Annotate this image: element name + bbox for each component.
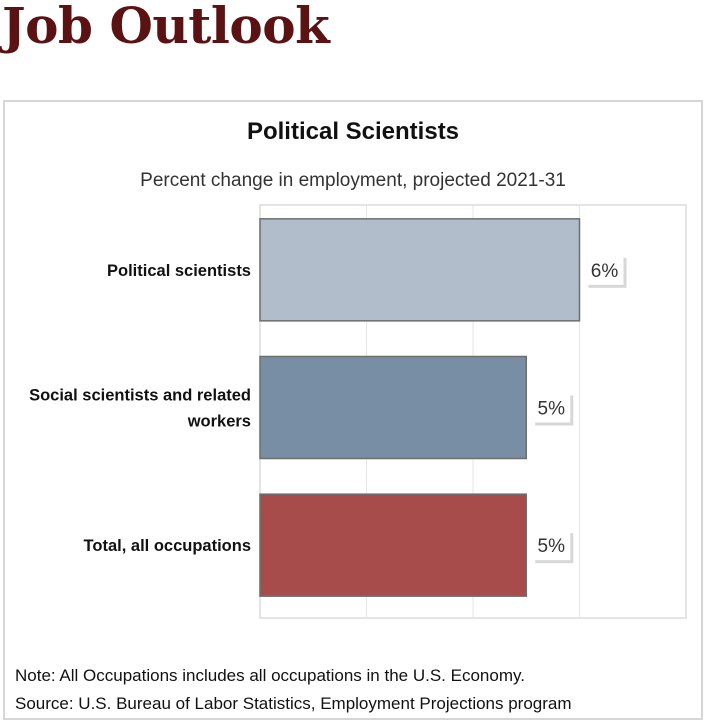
- value-label: 5%: [538, 536, 566, 557]
- category-label: workers: [187, 413, 251, 431]
- chart-container: Political Scientists Percent change in e…: [3, 100, 703, 720]
- chart-subtitle: Percent change in employment, projected …: [140, 170, 566, 191]
- bar-chart: 6% Political scientists 5% Social scientist…: [29, 204, 687, 619]
- category-label: Total, all occupations: [84, 537, 251, 555]
- value-label-box: [585, 254, 624, 285]
- chart-note: Note: All Occupations includes all occup…: [15, 666, 525, 685]
- chart-title: Political Scientists: [246, 118, 460, 145]
- bar: [259, 493, 527, 597]
- category-label: Social scientists and related: [29, 387, 251, 405]
- page-title: Job Outlook: [2, 0, 330, 55]
- chart-source: Source: U.S. Bureau of Labor Statistics,…: [15, 694, 572, 713]
- value-label: 6%: [591, 261, 619, 282]
- value-label: 5%: [538, 399, 566, 420]
- category-label: Political scientists: [107, 262, 251, 280]
- bar: [259, 218, 581, 322]
- value-label-box: [532, 530, 571, 561]
- bar: [259, 355, 527, 460]
- chart-notes: Note: All Occupations includes all occup…: [15, 662, 572, 718]
- value-label-box: [532, 392, 571, 423]
